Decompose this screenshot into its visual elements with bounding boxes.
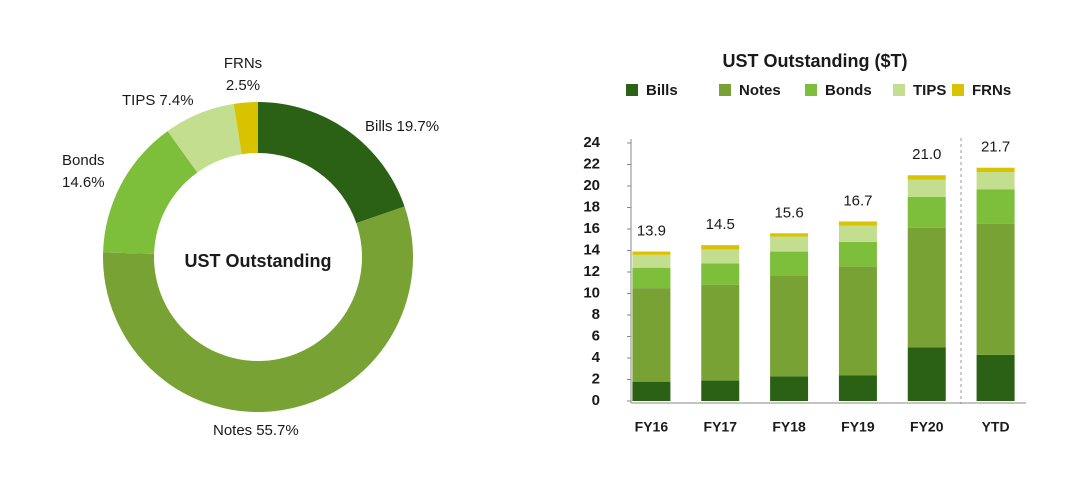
y-tick-label: 0 <box>592 392 600 409</box>
bar-segment <box>701 284 740 381</box>
bar-segment <box>770 233 809 237</box>
chart-title: UST Outstanding ($T) <box>723 51 908 71</box>
x-tick-label: YTD <box>982 419 1010 435</box>
slice-value: 7.4% <box>159 92 193 109</box>
donut-slice <box>233 102 258 155</box>
bar-segment <box>976 189 1015 224</box>
slice-name: Bonds <box>62 152 105 169</box>
total-label: 15.6 <box>774 204 803 221</box>
x-tick-label: FY18 <box>772 419 806 435</box>
legend-label: Bills <box>646 82 678 99</box>
slice-label: Bonds 14.6% <box>62 152 105 191</box>
slice-value: 2.5% <box>226 77 260 94</box>
bar-segment <box>632 251 671 255</box>
legend-swatch <box>719 84 731 96</box>
y-tick-label: 14 <box>583 241 600 258</box>
bar-segment <box>701 249 740 264</box>
bar-segment <box>838 266 877 376</box>
bar-segment <box>770 236 809 252</box>
y-tick-label: 22 <box>583 155 600 172</box>
bar-segment <box>976 223 1015 355</box>
total-label: 21.7 <box>981 139 1010 156</box>
bar-segment <box>632 267 671 289</box>
legend-swatch <box>952 84 964 96</box>
slice-value: 55.7% <box>256 422 299 439</box>
bar-segment <box>838 241 877 267</box>
bar-segment <box>907 196 946 228</box>
bar-segment <box>701 263 740 285</box>
legend-swatch <box>893 84 905 96</box>
bar-segment <box>907 347 946 401</box>
y-tick-label: 8 <box>592 306 600 323</box>
total-label: 21.0 <box>912 146 941 163</box>
legend-label: TIPS <box>913 82 946 99</box>
y-tick-label: 16 <box>583 220 600 237</box>
slice-value: 19.7% <box>397 118 440 135</box>
x-tick-label: FY19 <box>841 419 875 435</box>
slice-name: Bills <box>365 118 393 135</box>
legend-label: Notes <box>739 82 781 99</box>
bar-segment <box>907 227 946 348</box>
y-tick-label: 20 <box>583 177 600 194</box>
slice-name: TIPS <box>122 92 155 109</box>
bar-segment <box>976 172 1015 190</box>
bar-segment <box>701 380 740 401</box>
y-tick-label: 12 <box>583 263 600 280</box>
total-label: 14.5 <box>706 216 735 233</box>
donut-slice <box>167 103 242 173</box>
total-label: 16.7 <box>843 192 872 209</box>
y-tick-label: 2 <box>592 370 600 387</box>
slice-label: FRNs 2.5% <box>224 55 262 94</box>
bar-segment <box>907 179 946 197</box>
slice-label: TIPS 7.4% <box>122 92 194 109</box>
bar-segment <box>632 254 671 268</box>
total-label: 13.9 <box>637 223 666 240</box>
y-tick-label: 6 <box>592 327 600 344</box>
x-tick-label: FY17 <box>704 419 738 435</box>
bar-segment <box>838 221 877 226</box>
slice-label: Bills 19.7% <box>365 118 439 135</box>
donut-slice <box>103 131 198 254</box>
bar-segment <box>701 245 740 250</box>
x-tick-label: FY20 <box>910 419 944 435</box>
bar-segment <box>770 275 809 377</box>
bar-segment <box>907 175 946 180</box>
legend-label: FRNs <box>972 82 1011 99</box>
donut-slice <box>102 206 414 413</box>
bar-segment <box>976 167 1015 173</box>
bar-segment <box>838 225 877 242</box>
y-tick-label: 10 <box>583 284 600 301</box>
bar-segment <box>770 251 809 276</box>
donut-center-label: UST Outstanding <box>185 251 332 271</box>
y-tick-label: 4 <box>592 349 601 366</box>
bar-segment <box>976 354 1015 401</box>
donut-slice <box>258 102 405 224</box>
y-tick-label: 18 <box>583 198 600 215</box>
legend-label: Bonds <box>825 82 872 99</box>
slice-name: Notes <box>213 422 252 439</box>
bar-segment <box>632 381 671 401</box>
bar-segment <box>770 376 809 401</box>
slice-label: Notes 55.7% <box>213 422 299 439</box>
y-tick-label: 24 <box>583 134 600 151</box>
slice-name: FRNs <box>224 55 262 72</box>
legend-swatch <box>626 84 638 96</box>
x-tick-label: FY16 <box>635 419 669 435</box>
bar-segment <box>632 288 671 382</box>
legend-swatch <box>805 84 817 96</box>
slice-value: 14.6% <box>62 174 105 191</box>
bar-segment <box>838 375 877 401</box>
